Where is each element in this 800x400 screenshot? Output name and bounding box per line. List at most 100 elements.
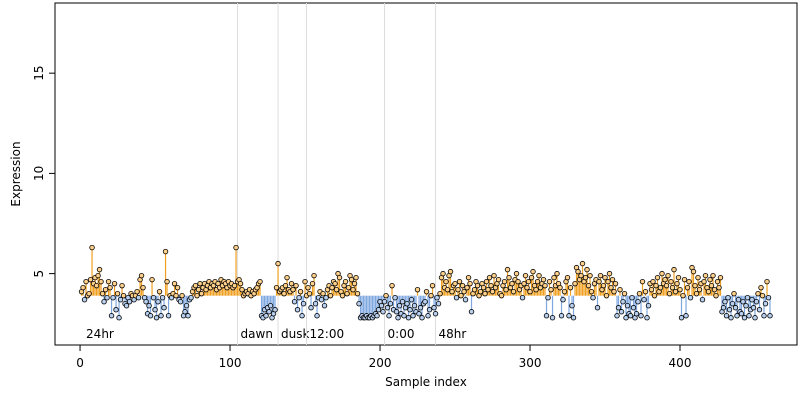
point [456, 278, 463, 285]
point [767, 313, 773, 319]
point [99, 290, 106, 297]
point [323, 294, 329, 301]
point [749, 296, 755, 303]
point [464, 284, 470, 291]
point [114, 290, 121, 297]
point [540, 276, 547, 283]
point [107, 284, 113, 291]
point [513, 270, 520, 277]
point [155, 298, 161, 305]
point [263, 313, 269, 319]
point [638, 313, 644, 319]
point [636, 290, 643, 297]
point [462, 296, 469, 303]
point [503, 286, 509, 293]
point [410, 313, 416, 319]
point [320, 290, 326, 297]
point [611, 288, 617, 295]
point [521, 280, 527, 287]
point [630, 305, 637, 311]
point [159, 294, 166, 301]
point [233, 244, 239, 251]
point [318, 296, 325, 303]
point [726, 307, 733, 313]
point [549, 315, 556, 321]
point [731, 290, 737, 297]
point [171, 280, 178, 287]
y-axis-label: Expression [9, 141, 23, 206]
point [635, 298, 641, 305]
point [588, 288, 595, 295]
point [95, 272, 101, 279]
point [623, 315, 629, 321]
point [710, 272, 716, 279]
point [231, 282, 238, 289]
point [714, 278, 721, 285]
point [491, 272, 497, 279]
point [707, 276, 713, 283]
point [150, 294, 157, 301]
point [339, 292, 346, 299]
point [641, 296, 647, 303]
point [416, 311, 422, 317]
point [534, 278, 541, 285]
point [138, 272, 145, 279]
point [753, 298, 760, 305]
point [188, 294, 194, 301]
point [389, 282, 395, 289]
point [605, 278, 611, 285]
point [152, 307, 158, 313]
point [474, 282, 481, 289]
point [501, 278, 508, 285]
point [453, 294, 460, 301]
point [111, 280, 118, 287]
point [101, 298, 107, 305]
point [458, 292, 464, 299]
point [510, 288, 517, 295]
point [584, 266, 590, 273]
point [536, 272, 542, 279]
point [485, 286, 491, 293]
y-tick-label: 15 [32, 66, 46, 81]
point [762, 301, 769, 307]
point [717, 274, 724, 281]
point [116, 315, 122, 321]
point [452, 280, 458, 287]
point [594, 305, 601, 311]
point [447, 268, 454, 275]
point [546, 278, 553, 285]
point [308, 305, 314, 311]
point [746, 313, 752, 319]
point [527, 288, 533, 295]
point [380, 309, 386, 315]
point [560, 296, 566, 303]
point [411, 303, 418, 309]
point [356, 301, 362, 307]
x-tick-label: 200 [369, 356, 392, 370]
point [615, 305, 622, 311]
point [675, 274, 682, 281]
point [741, 315, 748, 321]
point [758, 284, 764, 291]
point [378, 303, 385, 309]
point [701, 278, 707, 285]
point [677, 286, 683, 293]
point [437, 290, 443, 297]
point [693, 290, 700, 297]
point [467, 280, 473, 287]
point [488, 282, 494, 289]
point [345, 284, 352, 291]
point [572, 280, 578, 287]
point [333, 286, 340, 293]
point [143, 298, 149, 305]
point [692, 282, 698, 289]
point [422, 298, 428, 305]
point [162, 248, 169, 255]
point [342, 278, 349, 285]
point [81, 296, 88, 303]
point [344, 290, 350, 297]
point [314, 313, 320, 319]
point [93, 282, 100, 289]
point [443, 278, 449, 285]
point [585, 282, 592, 289]
